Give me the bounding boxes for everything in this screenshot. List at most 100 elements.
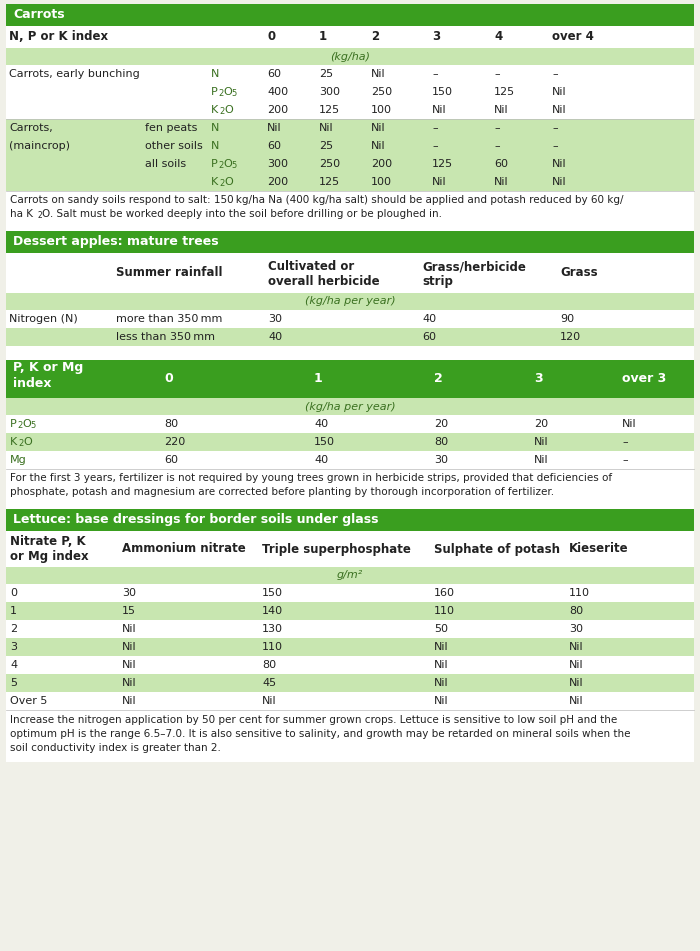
Bar	[6, 101, 694, 119]
Bar	[6, 584, 694, 602]
Text: Nil: Nil	[434, 642, 449, 652]
Text: fen peats: fen peats	[145, 123, 197, 133]
Text: phosphate, potash and magnesium are corrected before planting by thorough incorp: phosphate, potash and magnesium are corr…	[10, 487, 554, 497]
Text: 220: 220	[164, 437, 186, 447]
Text: –: –	[494, 69, 500, 79]
Text: Nil: Nil	[267, 123, 281, 133]
Text: 0: 0	[10, 588, 17, 598]
Text: For the first 3 years, fertilizer is not required by young trees grown in herbic: For the first 3 years, fertilizer is not…	[10, 473, 612, 483]
Bar	[6, 328, 694, 346]
Text: Nil: Nil	[434, 696, 449, 706]
Bar	[6, 620, 694, 638]
Text: 80: 80	[262, 660, 276, 670]
Text: Carrots,: Carrots,	[9, 123, 52, 133]
Text: 5: 5	[231, 89, 237, 99]
Text: N, P or K index: N, P or K index	[9, 30, 108, 44]
Text: Mg: Mg	[10, 455, 27, 465]
Text: 25: 25	[319, 141, 333, 151]
Text: Nil: Nil	[534, 437, 549, 447]
Text: 300: 300	[267, 159, 288, 169]
Text: 40: 40	[314, 455, 328, 465]
Text: Nil: Nil	[434, 678, 449, 688]
Text: Carrots: Carrots	[13, 9, 64, 22]
Text: Nil: Nil	[122, 678, 136, 688]
Text: over 3: over 3	[622, 373, 666, 385]
Text: Dessert apples: mature trees: Dessert apples: mature trees	[13, 236, 218, 248]
Text: 60: 60	[164, 455, 178, 465]
Text: 1: 1	[319, 30, 327, 44]
Bar	[6, 531, 694, 567]
Text: other soils: other soils	[145, 141, 203, 151]
Text: 150: 150	[262, 588, 283, 598]
Text: 2: 2	[219, 107, 224, 117]
Text: –: –	[494, 123, 500, 133]
Text: Cultivated or: Cultivated or	[268, 261, 354, 274]
Text: Nil: Nil	[569, 696, 584, 706]
Text: 80: 80	[164, 419, 178, 429]
Text: 60: 60	[422, 332, 436, 342]
Text: –: –	[432, 141, 438, 151]
Text: 200: 200	[371, 159, 392, 169]
Text: 100: 100	[371, 177, 392, 187]
Text: 80: 80	[569, 606, 583, 616]
Text: Increase the nitrogen application by 50 per cent for summer grown crops. Lettuce: Increase the nitrogen application by 50 …	[10, 715, 617, 725]
Text: Sulphate of potash: Sulphate of potash	[434, 542, 560, 555]
Text: overall herbicide: overall herbicide	[268, 275, 379, 288]
Text: 110: 110	[434, 606, 455, 616]
Text: index: index	[13, 378, 52, 390]
Bar	[6, 509, 694, 531]
Text: Nil: Nil	[371, 69, 386, 79]
Bar	[6, 674, 694, 692]
Text: Grass: Grass	[560, 266, 598, 280]
Text: 5: 5	[10, 678, 17, 688]
Bar	[6, 137, 694, 155]
Text: O: O	[224, 177, 232, 187]
Text: 250: 250	[319, 159, 340, 169]
Text: O: O	[224, 105, 232, 115]
Text: 60: 60	[267, 141, 281, 151]
Text: Nil: Nil	[494, 105, 509, 115]
Text: 2: 2	[37, 211, 42, 220]
Text: 2: 2	[434, 373, 442, 385]
Text: O: O	[223, 159, 232, 169]
Text: Nil: Nil	[569, 642, 584, 652]
Bar	[6, 119, 694, 137]
Bar	[6, 710, 694, 762]
Text: O: O	[23, 437, 32, 447]
Text: Nil: Nil	[552, 87, 566, 97]
Text: 2: 2	[219, 180, 224, 188]
Text: Nil: Nil	[122, 624, 136, 634]
Text: –: –	[552, 123, 558, 133]
Text: 200: 200	[267, 177, 288, 187]
Text: P: P	[10, 419, 17, 429]
Text: Lettuce: base dressings for border soils under glass: Lettuce: base dressings for border soils…	[13, 514, 379, 527]
Text: Ammonium nitrate: Ammonium nitrate	[122, 542, 246, 555]
Text: g/m²: g/m²	[337, 571, 363, 580]
Text: Nil: Nil	[622, 419, 636, 429]
Text: 30: 30	[268, 314, 282, 324]
Text: 4: 4	[10, 660, 17, 670]
Text: K: K	[10, 437, 18, 447]
Bar	[6, 173, 694, 191]
Text: 20: 20	[534, 419, 548, 429]
Text: 125: 125	[319, 177, 340, 187]
Text: (kg/ha per year): (kg/ha per year)	[304, 297, 395, 306]
Text: Nil: Nil	[569, 660, 584, 670]
Text: 125: 125	[494, 87, 515, 97]
Bar	[6, 469, 694, 509]
Text: Nitrate P, K: Nitrate P, K	[10, 535, 85, 549]
Text: 2: 2	[371, 30, 379, 44]
Text: 2: 2	[10, 624, 17, 634]
Text: O: O	[223, 87, 232, 97]
Bar	[6, 253, 694, 293]
Text: 25: 25	[319, 69, 333, 79]
Bar	[6, 231, 694, 253]
Bar	[6, 346, 694, 360]
Text: N: N	[211, 69, 219, 79]
Text: Carrots, early bunching: Carrots, early bunching	[9, 69, 140, 79]
Bar	[6, 293, 694, 310]
Text: Over 5: Over 5	[10, 696, 48, 706]
Text: 110: 110	[262, 642, 283, 652]
Text: 5: 5	[231, 162, 237, 170]
Text: 300: 300	[319, 87, 340, 97]
